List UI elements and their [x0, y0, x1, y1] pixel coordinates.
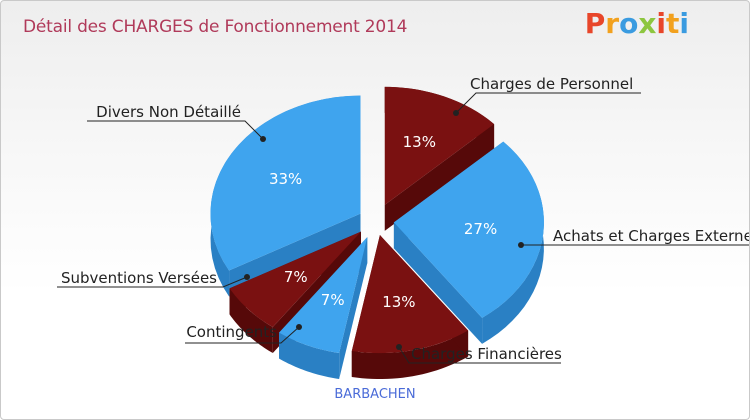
category-label: Contingents	[186, 323, 277, 341]
chart-title: Détail des CHARGES de Fonctionnement 201…	[23, 17, 408, 37]
callout-pointer	[453, 110, 459, 116]
pie-slice[interactable]: 13%	[351, 235, 469, 380]
callout-pointer	[260, 136, 266, 142]
callout-line	[185, 326, 300, 344]
slice-wall	[384, 124, 495, 231]
slice-percent-label: 13%	[403, 133, 436, 151]
logo-letter: i	[679, 7, 689, 40]
slice-percent-label: 13%	[382, 293, 415, 311]
category-label: Divers Non Détaillé	[96, 103, 241, 121]
slice-top	[384, 86, 495, 205]
slice-percent-label: 27%	[464, 220, 497, 238]
commune-label: BARBACHEN	[334, 387, 416, 402]
proxiti-logo[interactable]: Proxiti	[585, 7, 689, 40]
slice-top	[351, 235, 469, 354]
logo-letter: o	[619, 7, 639, 40]
logo-letter: r	[605, 7, 620, 40]
pie-slice[interactable]: 27%	[393, 141, 544, 344]
category-label: Charges Financières	[411, 345, 562, 363]
slice-top	[393, 141, 544, 318]
slice-side	[279, 332, 340, 380]
pie-slice[interactable]: 13%	[384, 86, 495, 231]
logo-letter: i	[656, 7, 666, 40]
callout-pointer	[244, 274, 250, 280]
slice-percent-label: 33%	[269, 170, 302, 188]
slice-percent-label: 7%	[284, 268, 308, 286]
callout-line	[87, 120, 264, 140]
category-label: Achats et Charges Externes	[553, 227, 749, 245]
slice-percent-label: 7%	[321, 291, 345, 309]
callout-pointer	[296, 324, 302, 330]
logo-letter: x	[638, 7, 657, 40]
slice-top	[279, 237, 368, 354]
category-label: Subventions Versées	[61, 269, 217, 287]
callout-pointer	[396, 344, 402, 350]
slice-side	[351, 330, 469, 380]
category-label: Charges de Personnel	[470, 75, 633, 93]
logo-letter: t	[666, 7, 680, 40]
callout-pointer	[518, 242, 524, 248]
slice-top	[210, 95, 361, 271]
slice-wall	[393, 222, 483, 344]
slice-wall	[339, 237, 368, 380]
logo-letter: P	[584, 7, 606, 40]
callout-line	[455, 92, 641, 114]
callout-line	[57, 276, 248, 288]
slice-top	[229, 231, 361, 328]
callout-line	[398, 346, 561, 364]
